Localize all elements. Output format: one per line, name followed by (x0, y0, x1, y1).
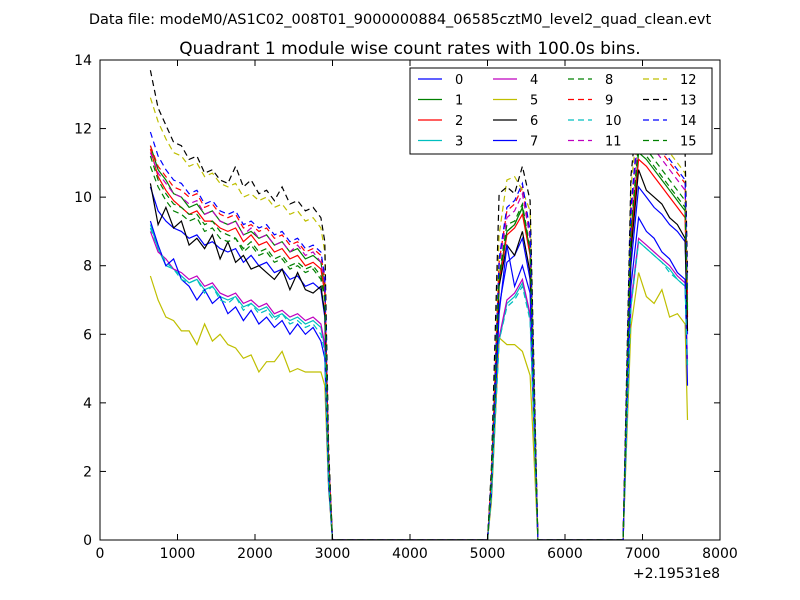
legend-label-8: 8 (605, 73, 613, 88)
series-line-11 (149, 130, 689, 540)
plot-area (149, 70, 689, 540)
y-tick-label: 14 (74, 53, 92, 69)
x-tick-label: 6000 (547, 546, 583, 562)
series-line-7 (149, 215, 689, 540)
series-line-8 (149, 141, 689, 540)
legend-label-13: 13 (680, 94, 697, 109)
y-tick-label: 4 (83, 396, 92, 412)
series-line-10 (149, 227, 689, 540)
x-tick-label: 1000 (160, 546, 196, 562)
series-line-14 (149, 120, 689, 540)
series-line-15 (149, 147, 689, 540)
chart-title: Quadrant 1 module wise count rates with … (179, 39, 640, 59)
legend-label-4: 4 (530, 73, 538, 88)
series-line-5 (149, 272, 689, 540)
legend-label-15: 15 (680, 135, 697, 150)
x-tick-label: 5000 (470, 546, 506, 562)
legend-label-11: 11 (605, 135, 622, 150)
legend-label-7: 7 (530, 135, 538, 150)
x-tick-label: 7000 (625, 546, 661, 562)
x-tick-label: 0 (96, 546, 105, 562)
y-tick-label: 0 (83, 533, 92, 549)
y-tick-label: 10 (74, 190, 92, 206)
legend-box (409, 67, 713, 155)
legend-label-9: 9 (605, 94, 613, 109)
x-tick-label: 3000 (315, 546, 351, 562)
y-tick-label: 12 (74, 122, 92, 138)
axis-ticks: 0 1000 2000 3000 4000 5000 6000 7000 80000246810… (74, 53, 738, 562)
y-tick-label: 2 (83, 464, 92, 480)
legend-label-3: 3 (455, 135, 463, 150)
y-tick-label: 8 (83, 259, 92, 275)
x-offset-label: +2.19531e8 (633, 566, 720, 582)
legend-label-5: 5 (530, 94, 538, 109)
series-line-2 (149, 148, 689, 540)
y-tick-label: 6 (83, 327, 92, 343)
legend-label-6: 6 (530, 114, 538, 129)
x-tick-label: 4000 (392, 546, 428, 562)
legend-label-12: 12 (680, 73, 697, 88)
x-tick-label: 8000 (702, 546, 738, 562)
series-line-0 (149, 185, 689, 540)
series-line-4 (149, 231, 689, 540)
legend-label-14: 14 (680, 114, 697, 129)
legend-label-2: 2 (455, 114, 463, 129)
legend-label-10: 10 (605, 114, 622, 129)
series-line-3 (149, 224, 689, 540)
series-line-6 (149, 169, 689, 540)
series-line-9 (149, 123, 689, 540)
legend-label-0: 0 (455, 73, 463, 88)
legend-label-1: 1 (455, 94, 463, 109)
x-tick-label: 2000 (237, 546, 273, 562)
series-line-1 (149, 145, 689, 540)
data-file-suptitle: Data file: modeM0/AS1C02_008T01_90000008… (89, 12, 712, 28)
series-line-12 (149, 97, 689, 540)
